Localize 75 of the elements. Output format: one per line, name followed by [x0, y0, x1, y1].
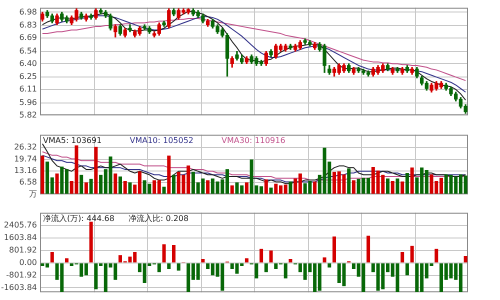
- bar: [410, 168, 414, 194]
- bar: [434, 248, 438, 262]
- bar: [405, 263, 409, 276]
- bar: [264, 179, 268, 194]
- bar: [84, 182, 88, 194]
- bar: [352, 180, 356, 194]
- bar: [118, 176, 122, 194]
- y-tick-label: 0.00: [19, 258, 37, 267]
- bar: [366, 236, 370, 262]
- bar: [328, 263, 332, 268]
- y-tick-label: 6.25: [19, 72, 37, 82]
- y-tick-label: -1603.84: [1, 282, 37, 292]
- bar: [244, 258, 248, 262]
- y-tick-label: 6.54: [19, 46, 37, 56]
- bar: [172, 174, 176, 194]
- bar: [123, 180, 127, 194]
- y-tick-label: -801.92: [6, 270, 37, 280]
- y-tick-label: 801.92: [9, 246, 37, 255]
- bar: [400, 181, 404, 194]
- bar: [94, 146, 98, 194]
- y-tick-label: 6.58: [19, 178, 37, 187]
- y-tick-label: 2405.76: [4, 220, 37, 230]
- bar: [269, 188, 273, 194]
- bar: [269, 250, 273, 262]
- bar: [89, 178, 93, 194]
- bar: [172, 245, 176, 262]
- series-label: VMA5: 103691: [43, 136, 102, 145]
- y-tick-label: 6.11: [19, 84, 37, 94]
- bar: [201, 258, 205, 262]
- y-tick-label: 26.32: [14, 142, 37, 152]
- text: VMA30: 110916: [222, 136, 286, 145]
- bar: [80, 174, 84, 194]
- bar: [464, 256, 468, 262]
- annotation: 净流入(万): 444.68: [43, 214, 114, 223]
- y-tick-label: 6.40: [19, 58, 37, 68]
- bar: [114, 174, 118, 194]
- bar: [206, 180, 210, 194]
- bar: [405, 172, 409, 194]
- bar: [167, 156, 171, 194]
- bar: [162, 244, 166, 262]
- bar: [390, 180, 394, 194]
- bar: [347, 168, 351, 194]
- y-tick-label: 5.82: [19, 110, 37, 120]
- text: VMA10: 105052: [130, 136, 194, 145]
- bar: [322, 257, 326, 262]
- bar: [55, 174, 59, 194]
- bar: [167, 263, 171, 270]
- y-tick-label: 6.83: [19, 20, 37, 30]
- bar: [386, 178, 390, 194]
- y-tick-label: 5.96: [19, 98, 37, 107]
- y-tick-label: 6.98: [19, 7, 37, 16]
- y-tick-label: 1603.84: [4, 233, 37, 242]
- bar: [230, 185, 234, 194]
- bar: [176, 263, 180, 271]
- bar: [396, 178, 400, 194]
- bar: [260, 248, 264, 262]
- annotation: 净流入比: 0.208: [128, 214, 189, 223]
- y-tick-label: 6.69: [19, 33, 37, 42]
- bar: [128, 182, 132, 194]
- y-tick-label: 19.74: [14, 154, 37, 164]
- bar: [313, 181, 317, 194]
- y-tick-label: 万: [29, 189, 37, 198]
- y-tick-label: 13.16: [14, 166, 37, 176]
- bar: [264, 263, 268, 272]
- bar: [65, 258, 68, 262]
- bar: [40, 156, 44, 194]
- bar: [89, 222, 93, 262]
- bar: [288, 258, 292, 262]
- bar: [410, 246, 414, 262]
- bar: [332, 236, 336, 262]
- bar: [162, 186, 166, 194]
- bar: [244, 182, 248, 194]
- bar: [288, 181, 292, 194]
- bar: [50, 252, 54, 262]
- bar: [400, 252, 404, 262]
